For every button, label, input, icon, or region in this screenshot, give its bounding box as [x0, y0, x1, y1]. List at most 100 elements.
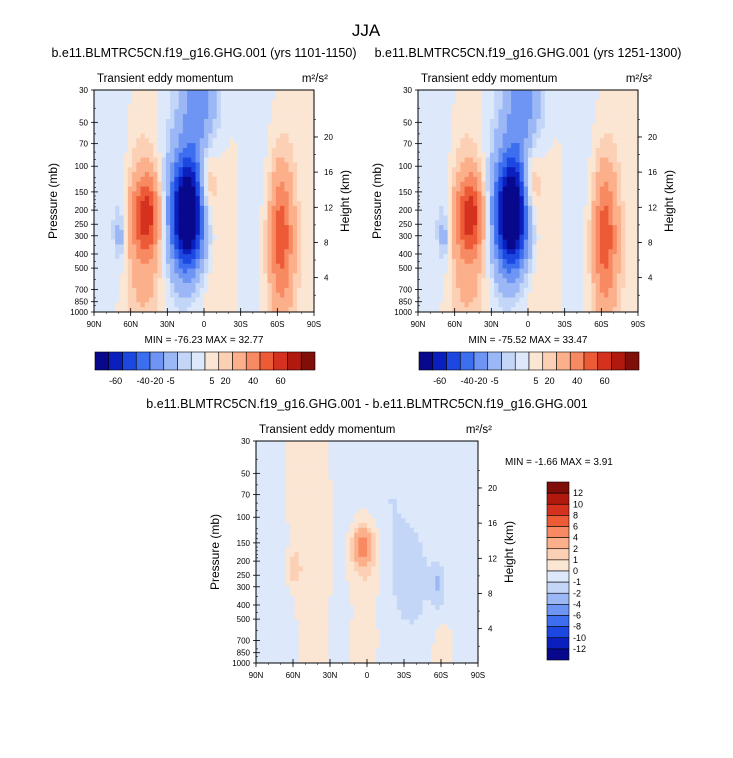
heatmap-cell [140, 205, 146, 212]
heatmap-cell [204, 283, 209, 289]
heatmap-cell [604, 196, 609, 202]
heatmap-cell [612, 268, 618, 274]
heatmap-cell [451, 152, 457, 158]
heatmap-cell [528, 254, 533, 260]
heatmap-cell [220, 220, 226, 226]
heatmap-cell [591, 287, 597, 294]
heatmap-cell [506, 128, 512, 134]
heatmap-cell [284, 273, 290, 279]
heatmap-cell [292, 90, 298, 96]
heatmap-cell [208, 263, 213, 269]
heatmap-cell [204, 229, 209, 236]
heatmap-cell [430, 273, 436, 279]
heatmap-cell [595, 220, 601, 226]
heatmap-cell [608, 302, 614, 308]
heatmap-cell [456, 234, 461, 241]
heatmap-cell [127, 297, 133, 303]
heatmap-cell [625, 176, 630, 183]
heatmap-cell [288, 210, 294, 216]
heatmap-cell [195, 172, 201, 178]
heatmap-cell [119, 249, 125, 255]
heatmap-cell [477, 123, 482, 130]
heatmap-cell [511, 239, 516, 245]
heatmap-cell [557, 133, 563, 139]
heatmap-cell [477, 287, 482, 294]
heatmap-cell [544, 210, 550, 216]
heatmap-cell [506, 109, 512, 115]
heatmap-cell [553, 128, 559, 134]
heatmap-cell [250, 157, 256, 163]
heatmap-cell [460, 287, 465, 294]
heatmap-cell [473, 210, 478, 216]
heatmap-cell [309, 239, 315, 245]
heatmap-cell [195, 191, 201, 197]
heatmap-cell [477, 94, 482, 101]
heatmap-cell [208, 234, 213, 241]
heatmap-cell [195, 104, 201, 110]
heatmap-cell [422, 90, 427, 96]
heatmap-cell [246, 176, 251, 183]
heatmap-cell [578, 114, 584, 120]
heatmap-cell [608, 205, 614, 212]
heatmap-cell [115, 205, 120, 212]
heatmap-cell [544, 278, 550, 284]
heatmap-cell [153, 225, 158, 231]
heatmap-cell [460, 167, 465, 173]
heatmap-cell [485, 215, 491, 221]
heatmap-cell [460, 258, 465, 265]
heatmap-cell [275, 123, 281, 130]
heatmap-cell [174, 229, 180, 236]
colorbar-tick-label: -5 [167, 376, 175, 386]
heatmap-cell [98, 229, 103, 236]
heatmap-cell [98, 273, 103, 279]
heatmap-cell [233, 205, 239, 212]
heatmap-cell [212, 99, 218, 105]
heatmap-cell [127, 278, 133, 284]
heatmap-cell [460, 152, 465, 158]
heatmap-cell [608, 225, 614, 231]
heatmap-cell [165, 205, 171, 212]
heatmap-cell [553, 215, 559, 221]
heatmap-cell [489, 109, 495, 115]
heatmap-cell [506, 229, 512, 236]
heatmap-cell [439, 181, 444, 187]
heatmap-cell [149, 114, 154, 120]
heatmap-cell [297, 220, 302, 226]
heatmap-cell [587, 152, 592, 158]
height-tick-label: 20 [324, 133, 333, 142]
heatmap-cell [557, 181, 563, 187]
heatmap-cell [229, 181, 235, 187]
heatmap-cell [519, 176, 525, 183]
heatmap-cell [536, 128, 542, 134]
heatmap-cell [242, 123, 247, 130]
heatmap-cell [237, 128, 243, 134]
heatmap-cell [544, 152, 550, 158]
heatmap-cell [443, 263, 449, 269]
heatmap-cell [477, 307, 482, 313]
heatmap-cell [447, 229, 453, 236]
heatmap-cell [157, 225, 163, 231]
heatmap-cell [288, 128, 294, 134]
heatmap-cell [178, 263, 184, 269]
heatmap-cell [544, 133, 550, 139]
heatmap-cell [132, 258, 137, 265]
heatmap-cell [502, 229, 508, 236]
heatmap-cell [544, 143, 550, 149]
heatmap-cell [439, 104, 444, 110]
heatmap-cell [506, 90, 512, 96]
heatmap-cell [591, 181, 597, 187]
heatmap-cell [288, 258, 294, 265]
heatmap-cell [451, 307, 457, 313]
heatmap-cell [225, 297, 230, 303]
heatmap-cell [174, 176, 180, 183]
heatmap-cell [182, 292, 188, 298]
heatmap-cell [208, 196, 213, 202]
heatmap-cell [515, 234, 520, 241]
heatmap-cell [633, 157, 639, 163]
heatmap-cell [443, 307, 449, 313]
heatmap-cell [288, 94, 294, 101]
heatmap-cell [464, 307, 470, 313]
colorbar-swatch [122, 351, 137, 371]
heatmap-cell [132, 143, 137, 149]
heatmap-cell [583, 118, 588, 125]
